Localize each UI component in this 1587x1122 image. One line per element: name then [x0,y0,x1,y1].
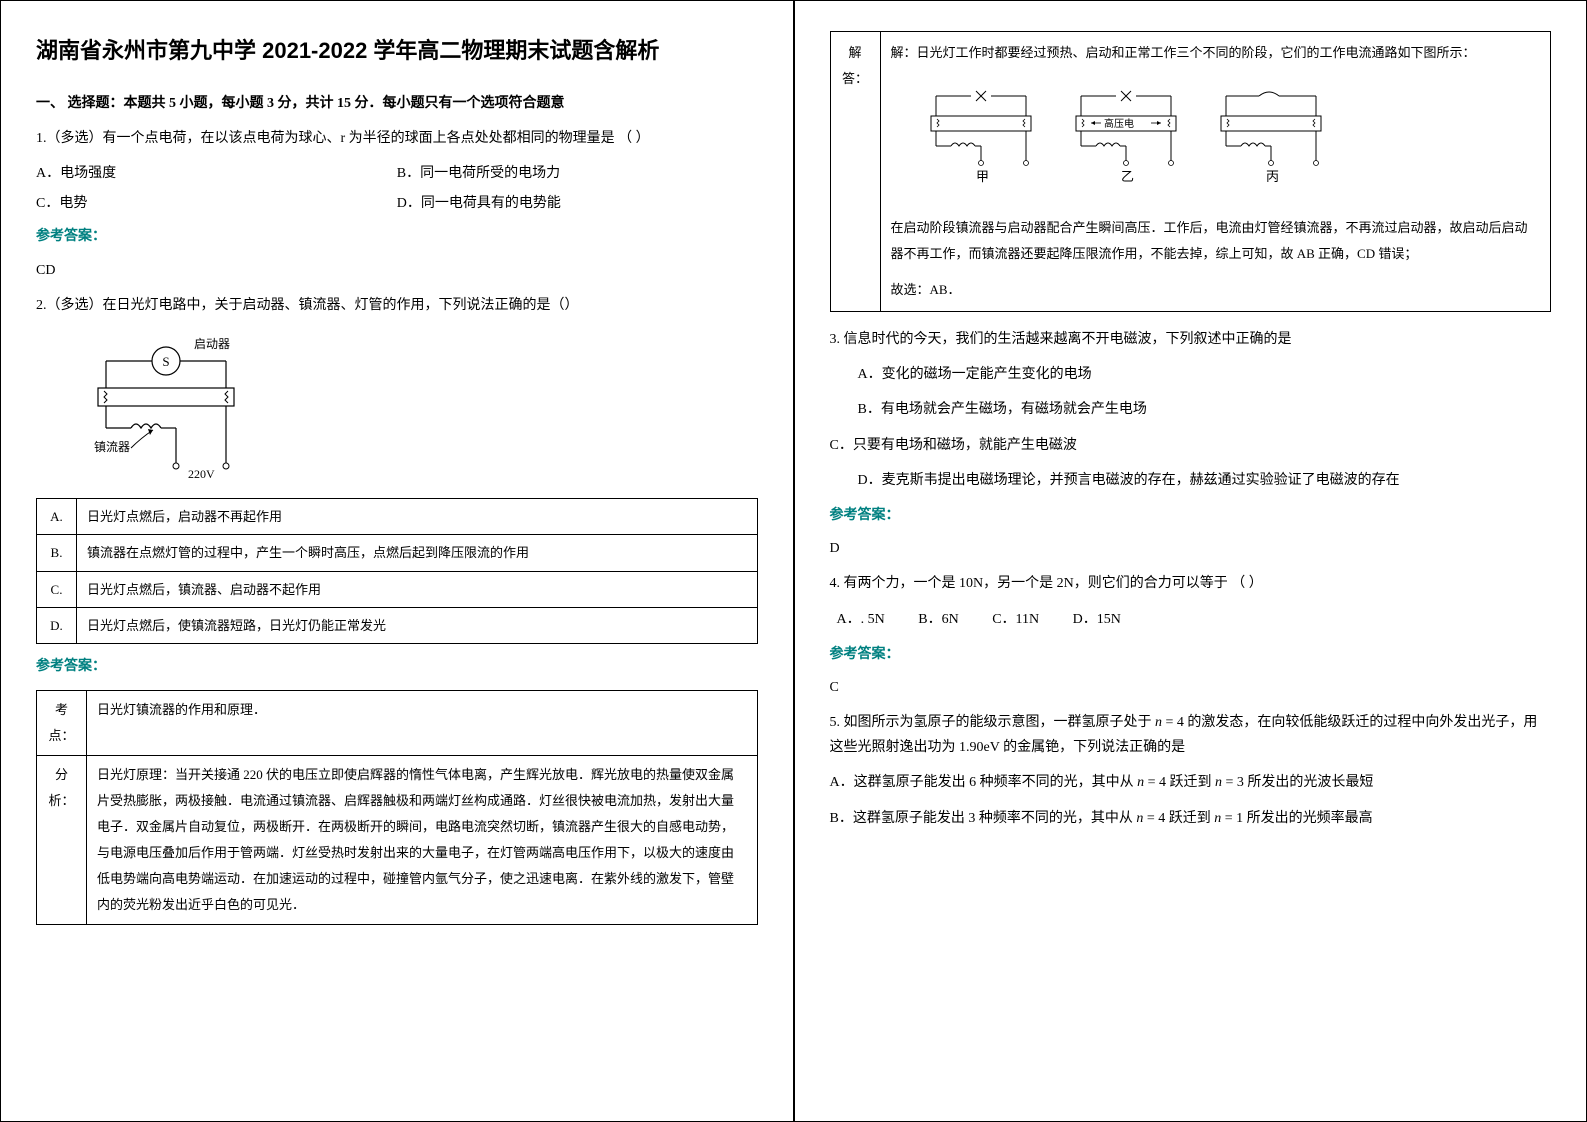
filament-right [225,391,228,403]
q3-text: 3. 信息时代的今天，我们的生活越来越离不开电磁波，下列叙述中正确的是 [830,327,1552,352]
q5-optA-1: A．这群氢原子能发出 6 种频率不同的光，其中从 [830,775,1138,790]
yi-label: 乙 [1121,169,1134,184]
jieda-body: 在启动阶段镇流器与启动器配合产生瞬间高压．工作后，电流由灯管经镇流器，不再流过启… [891,215,1541,267]
q2-optA-label: A. [37,498,77,534]
analysis-fenxi-label: 分析： [37,755,87,924]
left-page: 湖南省永州市第九中学 2021-2022 学年高二物理期末试题含解析 一、 选择… [0,0,794,1122]
q1-optC: C．电势 [36,191,397,216]
filament-left [104,391,107,403]
q2-text: 2.（多选）在日光灯电路中，关于启动器、镇流器、灯管的作用，下列说法正确的是（） [36,293,758,318]
q2-optB-label: B. [37,535,77,571]
q5-optB-3: = 1 所发出的光频率最高 [1221,811,1372,826]
q1-answer-label: 参考答案： [36,224,758,249]
q3-optD: D．麦克斯韦提出电磁场理论，并预言电磁波的存在，赫兹通过实验验证了电磁波的存在 [830,468,1552,493]
q2-analysis-table: 考点： 日光灯镇流器的作用和原理． 分析： 日光灯原理：当开关接通 220 伏的… [36,690,758,925]
q1-answer: CD [36,258,758,283]
terminal [173,463,179,469]
q2-answer-label: 参考答案： [36,654,758,679]
lamp-tube [98,388,234,406]
analysis-fenxi-row: 分析： 日光灯原理：当开关接通 220 伏的电压立即使启辉器的惰性气体电离，产生… [37,755,758,924]
q3-optB: B．有电场就会产生磁场，有磁场就会产生电场 [830,397,1552,422]
q5-optA: A．这群氢原子能发出 6 种频率不同的光，其中从 n = 4 跃迁到 n = 3… [830,770,1552,795]
q5-optB-1: B．这群氢原子能发出 3 种频率不同的光，其中从 [830,811,1137,826]
right-page: 解答： 解：日光灯工作时都要经过预热、启动和正常工作三个不同的阶段，它们的工作电… [794,0,1587,1122]
q1-row2: C．电势 D．同一电荷具有的电势能 [36,191,758,216]
q2-optB-text: 镇流器在点燃灯管的过程中，产生一个瞬时高压，点燃后起到降压限流的作用 [77,535,758,571]
starter-s-label: S [162,354,169,369]
q3-answer: D [830,536,1552,561]
circuit-svg: S 启动器 镇流器 220V [76,333,276,483]
ballast-coil [131,424,161,428]
q5-optB-2: = 4 跃迁到 [1143,811,1214,826]
q2-optC-row: C. 日光灯点燃后，镇流器、启动器不起作用 [37,571,758,607]
q1-optD: D．同一电荷具有的电势能 [397,191,758,216]
three-stage-diagram: 甲 高压电 [891,81,1541,200]
q4-answer: C [830,675,1552,700]
q4-optA: A．. 5N [837,612,885,627]
q2-optA-text: 日光灯点燃后，启动器不再起作用 [77,498,758,534]
hv-label: 高压电 [1104,117,1134,130]
ballast-text-label: 镇流器 [94,440,130,454]
ballast-arrowhead [148,429,153,435]
jia-label: 甲 [976,169,989,184]
jieda-intro: 解：日光灯工作时都要经过预热、启动和正常工作三个不同的阶段，它们的工作电流通路如… [891,40,1541,66]
circuit-yi: 高压电 乙 [1076,91,1176,184]
terminal [223,463,229,469]
q5-optB: B．这群氢原子能发出 3 种频率不同的光，其中从 n = 4 跃迁到 n = 1… [830,806,1552,831]
circuit-jia: 甲 [931,91,1031,184]
document-title: 湖南省永州市第九中学 2021-2022 学年高二物理期末试题含解析 [36,31,758,71]
q2-optC-text: 日光灯点燃后，镇流器、启动器不起作用 [77,571,758,607]
q5-optA-3: = 3 所发出的光波长最短 [1222,775,1373,790]
q4-optD: D．15N [1073,612,1121,627]
analysis-point-row: 考点： 日光灯镇流器的作用和原理． [37,690,758,755]
analysis-point-text: 日光灯镇流器的作用和原理． [87,690,758,755]
three-stage-svg: 甲 高压电 [921,81,1341,191]
q4-answer-label: 参考答案： [830,642,1552,667]
voltage-label: 220V [188,467,215,481]
q3-optA: A．变化的磁场一定能产生变化的电场 [830,362,1552,387]
jieda-cell: 解：日光灯工作时都要经过预热、启动和正常工作三个不同的阶段，它们的工作电流通路如… [880,32,1551,312]
q5-n1: n [1155,715,1162,730]
q5-text1: 5. 如图所示为氢原子的能级示意图，一群氢原子处于 [830,715,1156,730]
analysis-point-label: 考点： [37,690,87,755]
q3-answer-label: 参考答案： [830,503,1552,528]
q2-optA-row: A. 日光灯点燃后，启动器不再起作用 [37,498,758,534]
q4-optC: C．11N [992,612,1039,627]
circuit-bing: 丙 [1221,92,1321,184]
jieda-row: 解答： 解：日光灯工作时都要经过预热、启动和正常工作三个不同的阶段，它们的工作电… [830,32,1551,312]
q4-optB: B．6N [918,612,958,627]
q3-optC: C．只要有电场和磁场，就能产生电磁波 [830,433,1552,458]
right-analysis-table: 解答： 解：日光灯工作时都要经过预热、启动和正常工作三个不同的阶段，它们的工作电… [830,31,1552,312]
q2-optD-text: 日光灯点燃后，使镇流器短路，日光灯仍能正常发光 [77,608,758,644]
q1-optA: A．电场强度 [36,161,397,186]
q2-optD-row: D. 日光灯点燃后，使镇流器短路，日光灯仍能正常发光 [37,608,758,644]
bing-label: 丙 [1266,169,1279,184]
q5-optA-2: = 4 跃迁到 [1144,775,1215,790]
q4-text: 4. 有两个力，一个是 10N，另一个是 2N，则它们的合力可以等于 （ ） [830,571,1552,596]
q5-text: 5. 如图所示为氢原子的能级示意图，一群氢原子处于 n = 4 的激发态，在向较… [830,710,1552,760]
q2-optB-row: B. 镇流器在点燃灯管的过程中，产生一个瞬时高压，点燃后起到降压限流的作用 [37,535,758,571]
q4-options: A．. 5N B．6N C．11N D．15N [830,607,1552,632]
q2-options-table: A. 日光灯点燃后，启动器不再起作用 B. 镇流器在点燃灯管的过程中，产生一个瞬… [36,498,758,645]
q2-optD-label: D. [37,608,77,644]
q1-text: 1.（多选）有一个点电荷，在以该点电荷为球心、r 为半径的球面上各点处处都相同的… [36,126,758,151]
analysis-fenxi-text: 日光灯原理：当开关接通 220 伏的电压立即使启辉器的惰性气体电离，产生辉光放电… [87,755,758,924]
jieda-conclusion: 故选：AB． [891,277,1541,303]
jieda-label: 解答： [830,32,880,312]
q2-circuit-diagram: S 启动器 镇流器 220V [76,333,758,483]
starter-text-label: 启动器 [194,337,230,351]
q1-optB: B．同一电荷所受的电场力 [397,161,758,186]
q2-optC-label: C. [37,571,77,607]
section-1-header: 一、 选择题：本题共 5 小题，每小题 3 分，共计 15 分．每小题只有一个选… [36,91,758,116]
q5-optA-n2: n [1215,775,1222,790]
q1-row1: A．电场强度 B．同一电荷所受的电场力 [36,161,758,186]
